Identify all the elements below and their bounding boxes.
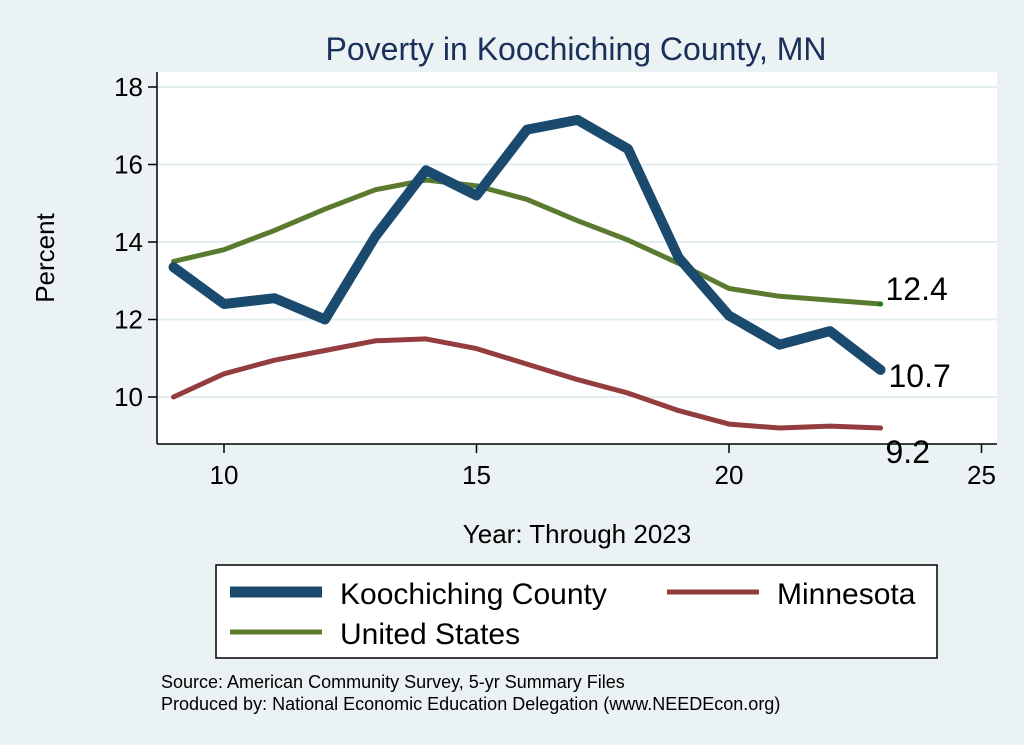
plot-area (157, 72, 997, 444)
series-layer (168, 114, 886, 431)
y-tick-label: 14 (114, 227, 143, 257)
legend: Koochiching County Minnesota United Stat… (215, 564, 938, 659)
end-label-koochiching-county: 10.7 (889, 358, 951, 394)
axes: 10 12 14 16 18 10 15 20 25 (114, 72, 997, 490)
end-label-united-states: 12.4 (886, 271, 948, 307)
end-labels: 12.4 9.2 10.7 (886, 271, 951, 470)
x-tick-label: 20 (715, 460, 744, 490)
legend-label-united-states: United States (340, 618, 520, 651)
end-point-koochiching-county (878, 367, 883, 373)
y-tick-label: 16 (114, 150, 143, 180)
x-tick-label: 25 (967, 460, 996, 490)
x-tick-label: 10 (210, 460, 239, 490)
end-point-united-states (878, 301, 883, 307)
gridlines (157, 86, 997, 398)
legend-box (215, 564, 938, 659)
y-tick-label: 12 (114, 305, 143, 335)
end-label-minnesota: 9.2 (886, 434, 930, 470)
y-tick-label: 10 (114, 382, 143, 412)
chart-title: Poverty in Koochiching County, MN (326, 31, 827, 67)
end-point-minnesota (878, 425, 883, 431)
y-axis-label: Percent (30, 212, 60, 302)
legend-label-koochiching: Koochiching County (340, 578, 607, 611)
series-line-minnesota (171, 336, 883, 431)
x-axis-label: Year: Through 2023 (463, 519, 691, 549)
source-note: Source: American Community Survey, 5-yr … (161, 672, 625, 692)
x-tick-label: 15 (462, 460, 491, 490)
series-line-united-states (171, 177, 883, 307)
produced-by-note: Produced by: National Economic Education… (161, 694, 780, 714)
y-tick-label: 18 (114, 72, 143, 102)
series-line-koochiching-county (168, 114, 886, 375)
legend-label-minnesota: Minnesota (777, 578, 916, 611)
